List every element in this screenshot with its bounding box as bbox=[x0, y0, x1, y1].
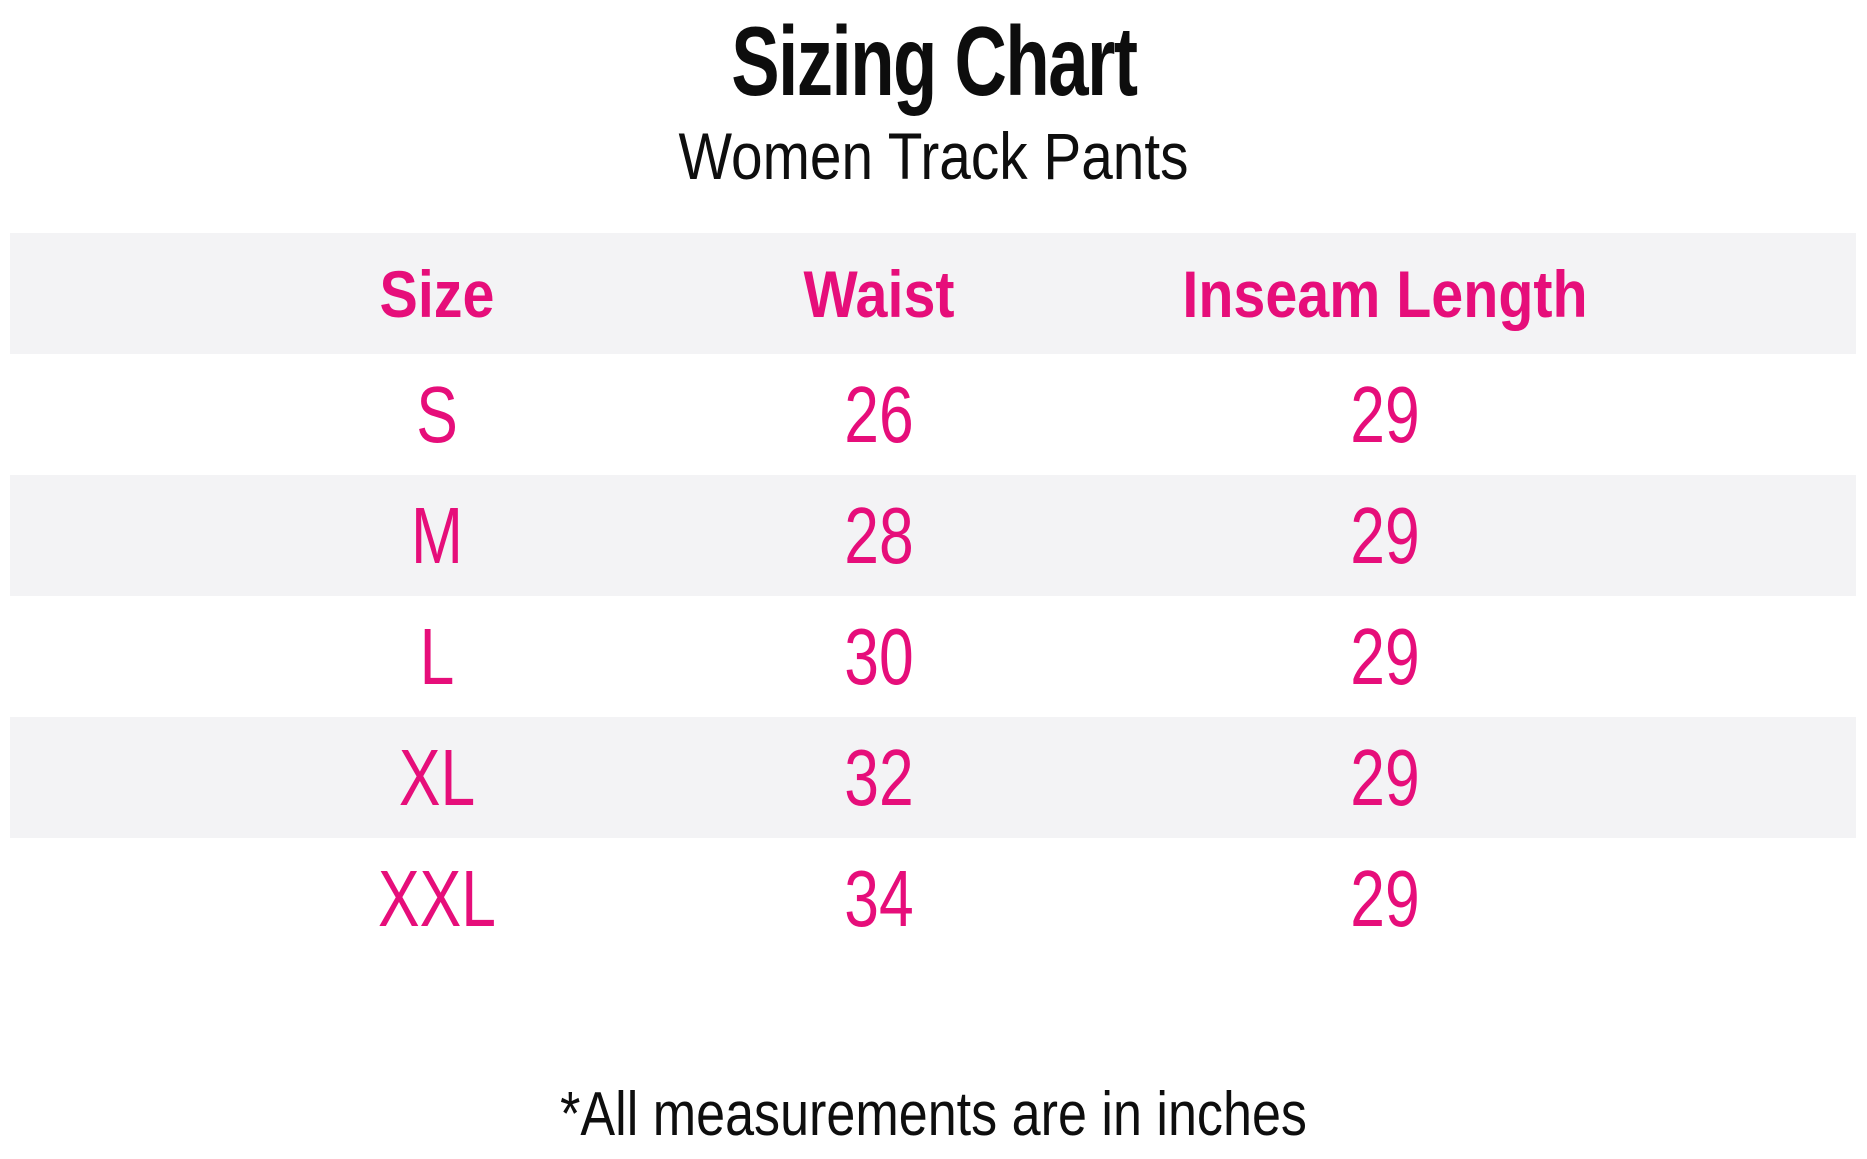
size-value: L bbox=[415, 611, 460, 703]
inseam-value: 29 bbox=[1341, 490, 1430, 582]
inseam-value-text: 29 bbox=[1350, 732, 1421, 822]
size-value: S bbox=[410, 369, 463, 461]
waist-value: 34 bbox=[835, 853, 924, 945]
column-header-inseam-length-label: Inseam Length bbox=[1182, 256, 1588, 331]
size-value-text: L bbox=[419, 611, 455, 701]
size-value: XL bbox=[388, 732, 486, 824]
size-value-text: M bbox=[410, 490, 463, 580]
column-header-size: Size bbox=[371, 256, 503, 332]
table-row-s: S 26 29 bbox=[0, 354, 1867, 475]
waist-value: 28 bbox=[835, 490, 924, 582]
waist-value-text: 28 bbox=[844, 490, 915, 580]
inseam-value: 29 bbox=[1341, 732, 1430, 824]
waist-value-text: 26 bbox=[844, 369, 915, 459]
table-row-xl: XL 32 29 bbox=[0, 717, 1867, 838]
page-title-text: Sizing Chart bbox=[730, 6, 1138, 116]
size-value-text: S bbox=[416, 369, 458, 459]
row-band bbox=[10, 475, 1856, 596]
inseam-value-text: 29 bbox=[1350, 853, 1421, 943]
column-header-size-label: Size bbox=[379, 256, 495, 331]
row-band bbox=[10, 717, 1856, 838]
inseam-value-text: 29 bbox=[1350, 369, 1421, 459]
size-value-text: XL bbox=[398, 732, 476, 822]
waist-value-text: 34 bbox=[844, 853, 915, 943]
table-row-l: L 30 29 bbox=[0, 596, 1867, 717]
header-row-band bbox=[10, 233, 1856, 354]
column-header-waist: Waist bbox=[793, 256, 967, 332]
page-subtitle: Women Track Pants bbox=[0, 119, 1867, 193]
size-value-text: XXL bbox=[377, 853, 496, 943]
size-value: M bbox=[404, 490, 471, 582]
table-row-xxl: XXL 34 29 bbox=[0, 838, 1867, 959]
table-header-row: Size Waist Inseam Length bbox=[0, 233, 1867, 354]
inseam-value: 29 bbox=[1341, 611, 1430, 703]
measurements-footnote-text: *All measurements are in inches bbox=[560, 1080, 1307, 1149]
waist-value: 30 bbox=[835, 611, 924, 703]
table-row-m: M 28 29 bbox=[0, 475, 1867, 596]
inseam-value-text: 29 bbox=[1350, 611, 1421, 701]
row-band bbox=[10, 596, 1856, 717]
page-title: Sizing Chart bbox=[0, 6, 1867, 116]
row-band bbox=[10, 838, 1856, 959]
waist-value-text: 32 bbox=[844, 732, 915, 822]
column-header-inseam-length: Inseam Length bbox=[1152, 256, 1618, 332]
page-subtitle-text: Women Track Pants bbox=[678, 119, 1189, 193]
waist-value: 26 bbox=[835, 369, 924, 461]
sizing-table: Size Waist Inseam Length S 26 29 bbox=[0, 233, 1867, 959]
waist-value-text: 30 bbox=[844, 611, 915, 701]
inseam-value: 29 bbox=[1341, 369, 1430, 461]
row-band bbox=[10, 354, 1856, 475]
column-header-waist-label: Waist bbox=[803, 256, 955, 331]
measurements-footnote: *All measurements are in inches bbox=[0, 1082, 1867, 1147]
inseam-value-text: 29 bbox=[1350, 490, 1421, 580]
waist-value: 32 bbox=[835, 732, 924, 824]
inseam-value: 29 bbox=[1341, 853, 1430, 945]
size-value: XXL bbox=[361, 853, 512, 945]
